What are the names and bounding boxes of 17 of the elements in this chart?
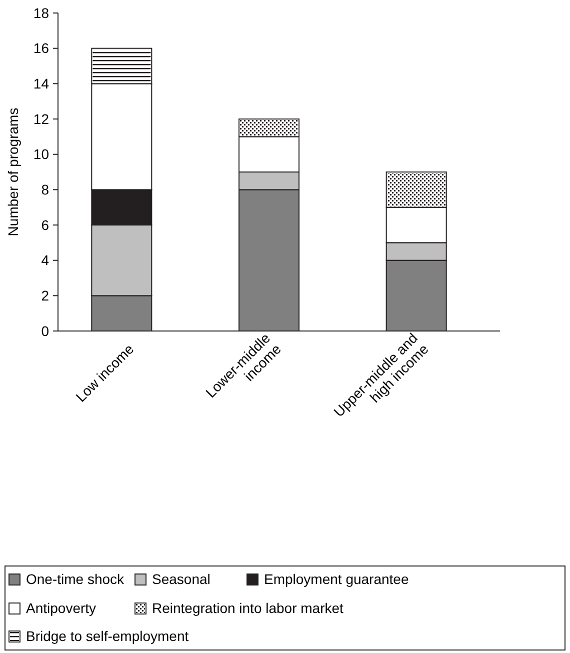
y-tick-label: 6 bbox=[41, 216, 50, 233]
y-tick-label: 14 bbox=[33, 76, 50, 92]
y-tick-label: 16 bbox=[33, 40, 50, 56]
legend-label: Antipoverty bbox=[26, 600, 96, 616]
legend-label: Seasonal bbox=[152, 571, 210, 587]
y-axis-title: Number of programs bbox=[5, 108, 21, 236]
legend-label: One-time shock bbox=[26, 571, 126, 587]
y-tick-label: 12 bbox=[33, 110, 50, 127]
legend-label: Reintegration into labor market bbox=[152, 600, 344, 616]
y-tick-label: 4 bbox=[41, 252, 50, 268]
y-tick-label: 2 bbox=[41, 288, 50, 304]
y-tick-label: 10 bbox=[33, 146, 50, 162]
y-tick-label: 18 bbox=[33, 4, 50, 21]
legend-label: Bridge to self-employment bbox=[26, 628, 189, 644]
y-tick-label: 8 bbox=[41, 182, 50, 198]
legend-label: Employment guarantee bbox=[264, 571, 409, 587]
y-tick-label: 0 bbox=[41, 322, 50, 339]
